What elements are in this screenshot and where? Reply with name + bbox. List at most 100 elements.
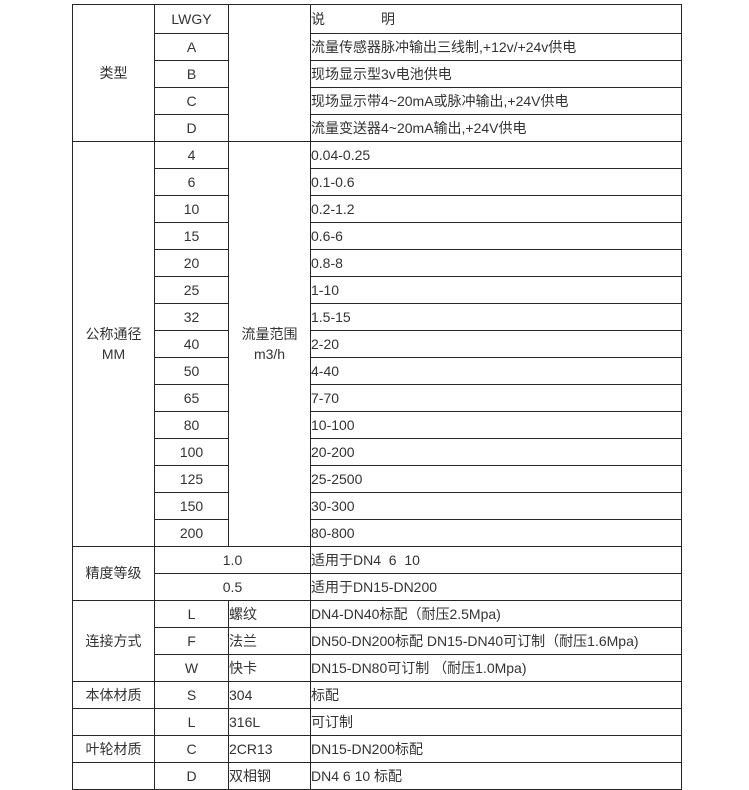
desc-cell: 适用于DN4 6 10 — [310, 546, 682, 574]
desc-cell: 7-70 — [310, 384, 682, 412]
diameter-label-line2: MM — [101, 346, 126, 362]
table-row: 6 0.1-0.6 — [73, 168, 682, 196]
table-row: 本体材质 S 304 标配 — [72, 681, 682, 709]
desc-cell: 20-200 — [310, 438, 682, 466]
table-row: 公称通径 MM 4 流量范围 m3/h 0.04-0.25 — [72, 141, 682, 547]
type-section-label: 类型 — [72, 4, 155, 142]
code-cell: A — [154, 33, 229, 61]
desc-cell: 25-2500 — [310, 465, 682, 493]
accuracy-section-label: 精度等级 — [72, 546, 155, 601]
desc-cell: 现场显示型3v电池供电 — [310, 60, 682, 88]
desc-cell: 80-800 — [310, 519, 682, 547]
desc-cell: 1-10 — [310, 276, 682, 304]
description-header-cell: 说 明 — [310, 4, 682, 34]
code-cell: S — [154, 681, 229, 709]
connection-section-label: 连接方式 — [72, 600, 155, 682]
desc-cell: 流量传感器脉冲输出三线制,+12v/+24v供电 — [310, 33, 682, 61]
table-header-row: 类型 LWGY 说 明 — [72, 4, 682, 142]
table-row: 65 7-70 — [73, 384, 682, 412]
desc-cell: 0.1-0.6 — [310, 168, 682, 196]
code-cell: 65 — [154, 384, 229, 412]
table-row: 40 2-20 — [73, 330, 682, 358]
code-cell: 80 — [154, 411, 229, 439]
code-cell: W — [154, 654, 229, 682]
code-cell: 10 — [154, 195, 229, 223]
desc-cell: 2-20 — [310, 330, 682, 358]
table-row: B 现场显示型3v电池供电 — [73, 60, 682, 88]
table-row: D 双相钢 DN4 6 10 标配 — [72, 762, 682, 790]
desc-cell: 0.04-0.25 — [310, 141, 682, 169]
table-row: 150 30-300 — [73, 492, 682, 520]
code-cell: 100 — [154, 438, 229, 466]
code-cell: 50 — [154, 357, 229, 385]
code-cell: 40 — [154, 330, 229, 358]
code-cell: 150 — [154, 492, 229, 520]
table-row: 200 80-800 — [73, 519, 682, 547]
flow-range-line2: m3/h — [253, 346, 286, 362]
table-row: 32 1.5-15 — [73, 303, 682, 331]
table-row: 80 10-100 — [73, 411, 682, 439]
diameter-section-label: 公称通径 MM — [72, 141, 155, 547]
code-cell: 25 — [154, 276, 229, 304]
model-code-cell: LWGY — [154, 4, 229, 34]
code-cell: D — [154, 114, 229, 142]
code-cell: 15 — [154, 222, 229, 250]
code-cell: 200 — [154, 519, 229, 547]
table-row: C 现场显示带4~20mA或脉冲输出,+24V供电 — [73, 87, 682, 115]
desc-cell: DN15-DN200标配 — [310, 735, 682, 763]
table-row: 25 1-10 — [73, 276, 682, 304]
empty-label-cell — [72, 762, 155, 790]
connection-name-cell: 法兰 — [228, 627, 311, 655]
desc-cell: 现场显示带4~20mA或脉冲输出,+24V供电 — [310, 87, 682, 115]
code-cell: F — [154, 627, 229, 655]
table-row: 0.5 适用于DN15-DN200 — [73, 573, 682, 601]
type-section-empty-middle-cell — [228, 4, 311, 142]
table-row: A 流量传感器脉冲输出三线制,+12v/+24v供电 — [73, 33, 682, 61]
table-row: 叶轮材质 C 2CR13 DN15-DN200标配 — [72, 735, 682, 763]
code-cell: 20 — [154, 249, 229, 277]
flow-range-line1: 流量范围 — [241, 326, 298, 342]
connection-name-cell: 螺纹 — [228, 600, 311, 628]
table-row: D 流量变送器4~20mA输出,+24V供电 — [73, 114, 682, 142]
accuracy-code-cell: 1.0 — [154, 546, 311, 574]
spec-table: 类型 LWGY 说 明 A 流量传感器脉冲输出三线制,+12v/+24v供电 B… — [72, 4, 682, 790]
desc-cell: 0.2-1.2 — [310, 195, 682, 223]
table-row: 精度等级 1.0 适用于DN4 6 10 — [72, 546, 682, 601]
table-row: 10 0.2-1.2 — [73, 195, 682, 223]
desc-cell: DN15-DN80可订制 （耐压1.0Mpa) — [310, 654, 682, 682]
diameter-label-line1: 公称通径 — [85, 326, 142, 342]
body-material-section-label: 本体材质 — [72, 681, 155, 709]
desc-cell: 适用于DN15-DN200 — [310, 573, 682, 601]
desc-cell: 10-100 — [310, 411, 682, 439]
material-name-cell: 双相钢 — [228, 762, 311, 790]
code-cell: L — [154, 600, 229, 628]
code-cell: C — [154, 87, 229, 115]
desc-cell: 0.6-6 — [310, 222, 682, 250]
code-cell: B — [154, 60, 229, 88]
material-name-cell: 2CR13 — [228, 735, 311, 763]
impeller-material-section-label: 叶轮材质 — [72, 735, 155, 763]
desc-cell: 30-300 — [310, 492, 682, 520]
code-cell: 125 — [154, 465, 229, 493]
desc-cell: 可订制 — [310, 708, 682, 736]
desc-cell: DN50-DN200标配 DN15-DN40可订制（耐压1.6Mpa) — [310, 627, 682, 655]
desc-cell: 标配 — [310, 681, 682, 709]
material-name-cell: 304 — [228, 681, 311, 709]
table-row: F 法兰 DN50-DN200标配 DN15-DN40可订制（耐压1.6Mpa) — [73, 627, 682, 655]
table-row: L 316L 可订制 — [72, 708, 682, 736]
flow-range-label: 流量范围 m3/h — [228, 141, 311, 547]
code-cell: L — [154, 708, 229, 736]
table-row: 50 4-40 — [73, 357, 682, 385]
desc-cell: DN4 6 10 标配 — [310, 762, 682, 790]
desc-cell: 0.8-8 — [310, 249, 682, 277]
code-cell: 32 — [154, 303, 229, 331]
desc-cell: 4-40 — [310, 357, 682, 385]
connection-name-cell: 快卡 — [228, 654, 311, 682]
code-cell: 4 — [154, 141, 229, 169]
accuracy-code-cell: 0.5 — [154, 573, 311, 601]
empty-label-cell — [72, 708, 155, 736]
table-row: 15 0.6-6 — [73, 222, 682, 250]
desc-cell: DN4-DN40标配（耐压2.5Mpa) — [310, 600, 682, 628]
table-row: 20 0.8-8 — [73, 249, 682, 277]
material-name-cell: 316L — [228, 708, 311, 736]
